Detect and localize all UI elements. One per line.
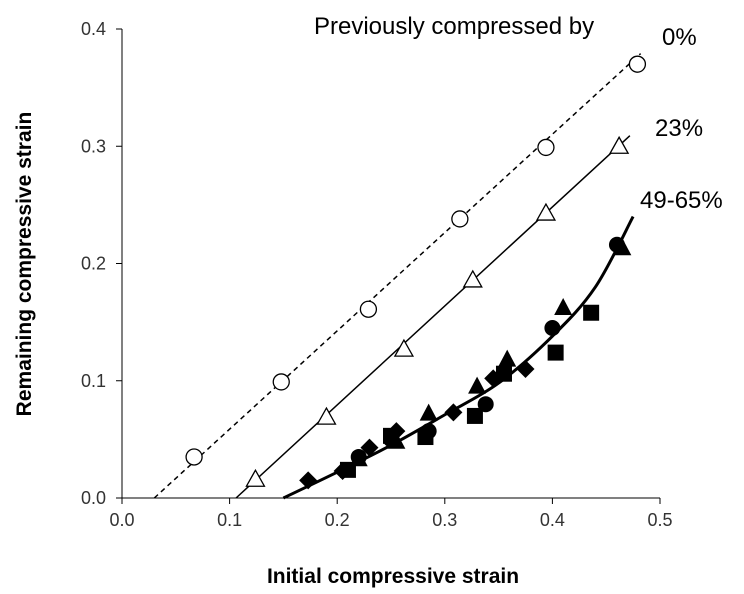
fit-line-open-circle — [153, 53, 642, 499]
point-filled-circle-4 — [544, 319, 561, 336]
y-tick-label-3: 0.3 — [81, 136, 106, 156]
fit-line-open-triangle — [235, 135, 631, 499]
curve-fit-49-65 — [282, 215, 635, 500]
x-tick-label-3: 0.3 — [432, 510, 457, 530]
x-tick-label-2: 0.2 — [325, 510, 350, 530]
y-tick-label-4: 0.4 — [81, 19, 106, 39]
point-filled-square-6 — [583, 304, 600, 321]
point-filled-triangle-5 — [554, 298, 573, 316]
point-filled-diamond-6 — [516, 360, 535, 379]
point-filled-triangle-3 — [468, 376, 487, 394]
point-open-circle-5 — [628, 55, 647, 73]
x-axis-title: Initial compressive strain — [267, 565, 519, 588]
point-open-triangle-1 — [316, 406, 337, 425]
point-filled-triangle-6 — [613, 238, 632, 256]
point-open-circle-4 — [537, 138, 555, 157]
point-filled-triangle-2 — [419, 403, 438, 421]
point-open-triangle-5 — [609, 135, 630, 154]
point-open-circle-2 — [359, 300, 378, 318]
point-filled-triangle-4 — [498, 349, 517, 367]
point-open-circle-3 — [451, 210, 469, 228]
x-tick-label-1: 0.1 — [217, 510, 242, 530]
x-tick-label-0: 0.0 — [109, 510, 134, 530]
axes: 0.0 0.1 0.2 0.3 0.4 0.5 0.0 0.1 0.2 0.3 0.4 — [81, 19, 673, 530]
point-filled-square-2 — [417, 429, 434, 446]
annotation-header: Previously compressed by — [314, 13, 594, 40]
y-tick-label-2: 0.2 — [81, 254, 106, 274]
point-filled-diamond-2 — [360, 438, 379, 457]
markers — [185, 55, 647, 490]
x-tick-label-4: 0.4 — [540, 510, 565, 530]
point-filled-diamond-4 — [444, 403, 463, 422]
y-axis-title: Remaining compressive strain — [13, 112, 36, 417]
point-open-triangle-4 — [535, 202, 557, 221]
point-open-triangle-0 — [245, 468, 266, 487]
y-tick-label-0: 0.0 — [81, 488, 106, 508]
point-open-circle-1 — [272, 373, 290, 391]
annotation-23-percent: 23% — [655, 115, 703, 142]
point-filled-diamond-1 — [333, 462, 352, 481]
point-open-triangle-2 — [393, 338, 415, 357]
point-open-triangle-3 — [462, 269, 483, 288]
point-filled-diamond-5 — [484, 369, 503, 388]
point-open-circle-0 — [185, 448, 203, 466]
point-filled-diamond-0 — [299, 471, 318, 490]
annotation-0-percent: 0% — [662, 24, 697, 51]
x-tick-label-5: 0.5 — [647, 510, 672, 530]
point-filled-square-5 — [547, 344, 564, 361]
annotation-49-65-percent: 49-65% — [640, 187, 723, 214]
y-tick-label-1: 0.1 — [81, 371, 106, 391]
point-filled-diamond-3 — [387, 422, 406, 441]
point-filled-square-3 — [466, 407, 483, 424]
